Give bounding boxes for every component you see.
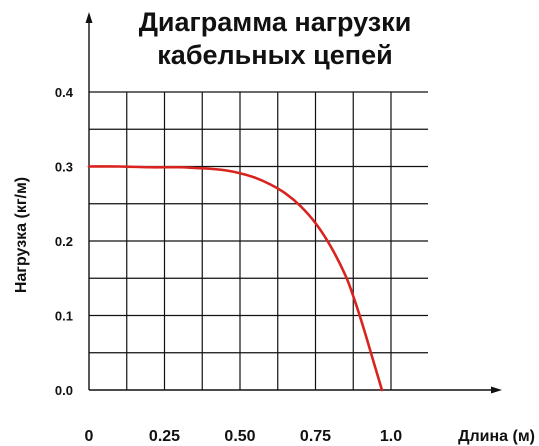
- series-layer: [87, 165, 384, 392]
- chart-title-line-2: кабельных цепей: [157, 40, 392, 70]
- y-tick-label: 0.3: [55, 160, 73, 175]
- axes: [85, 12, 502, 394]
- y-tick-label: 0.2: [55, 234, 73, 249]
- x-axis-arrow-icon: [491, 386, 502, 394]
- load-curve-line: [87, 165, 384, 392]
- y-tick-label: 0.4: [55, 85, 74, 100]
- x-tick-labels: 0 0.25 0.50 0.75 1.0: [85, 428, 403, 445]
- x-tick-label: 0.50: [224, 428, 255, 445]
- x-tick-label: 0: [85, 428, 94, 445]
- x-tick-label: 0.75: [300, 428, 331, 445]
- x-axis-label: Длина (м): [458, 428, 535, 445]
- y-axis-arrow-icon: [85, 12, 93, 23]
- chart-title-line-1: Диаграмма нагрузки: [139, 7, 412, 37]
- y-tick-label: 0.0: [55, 383, 73, 398]
- grid: [89, 91, 428, 390]
- y-axis-label: Нагрузка (кг/м): [13, 177, 30, 293]
- y-tick-label: 0.1: [55, 309, 73, 324]
- y-tick-labels: 0.0 0.1 0.2 0.3 0.4: [55, 85, 74, 398]
- x-tick-label: 0.25: [149, 428, 180, 445]
- x-tick-label: 1.0: [380, 428, 402, 445]
